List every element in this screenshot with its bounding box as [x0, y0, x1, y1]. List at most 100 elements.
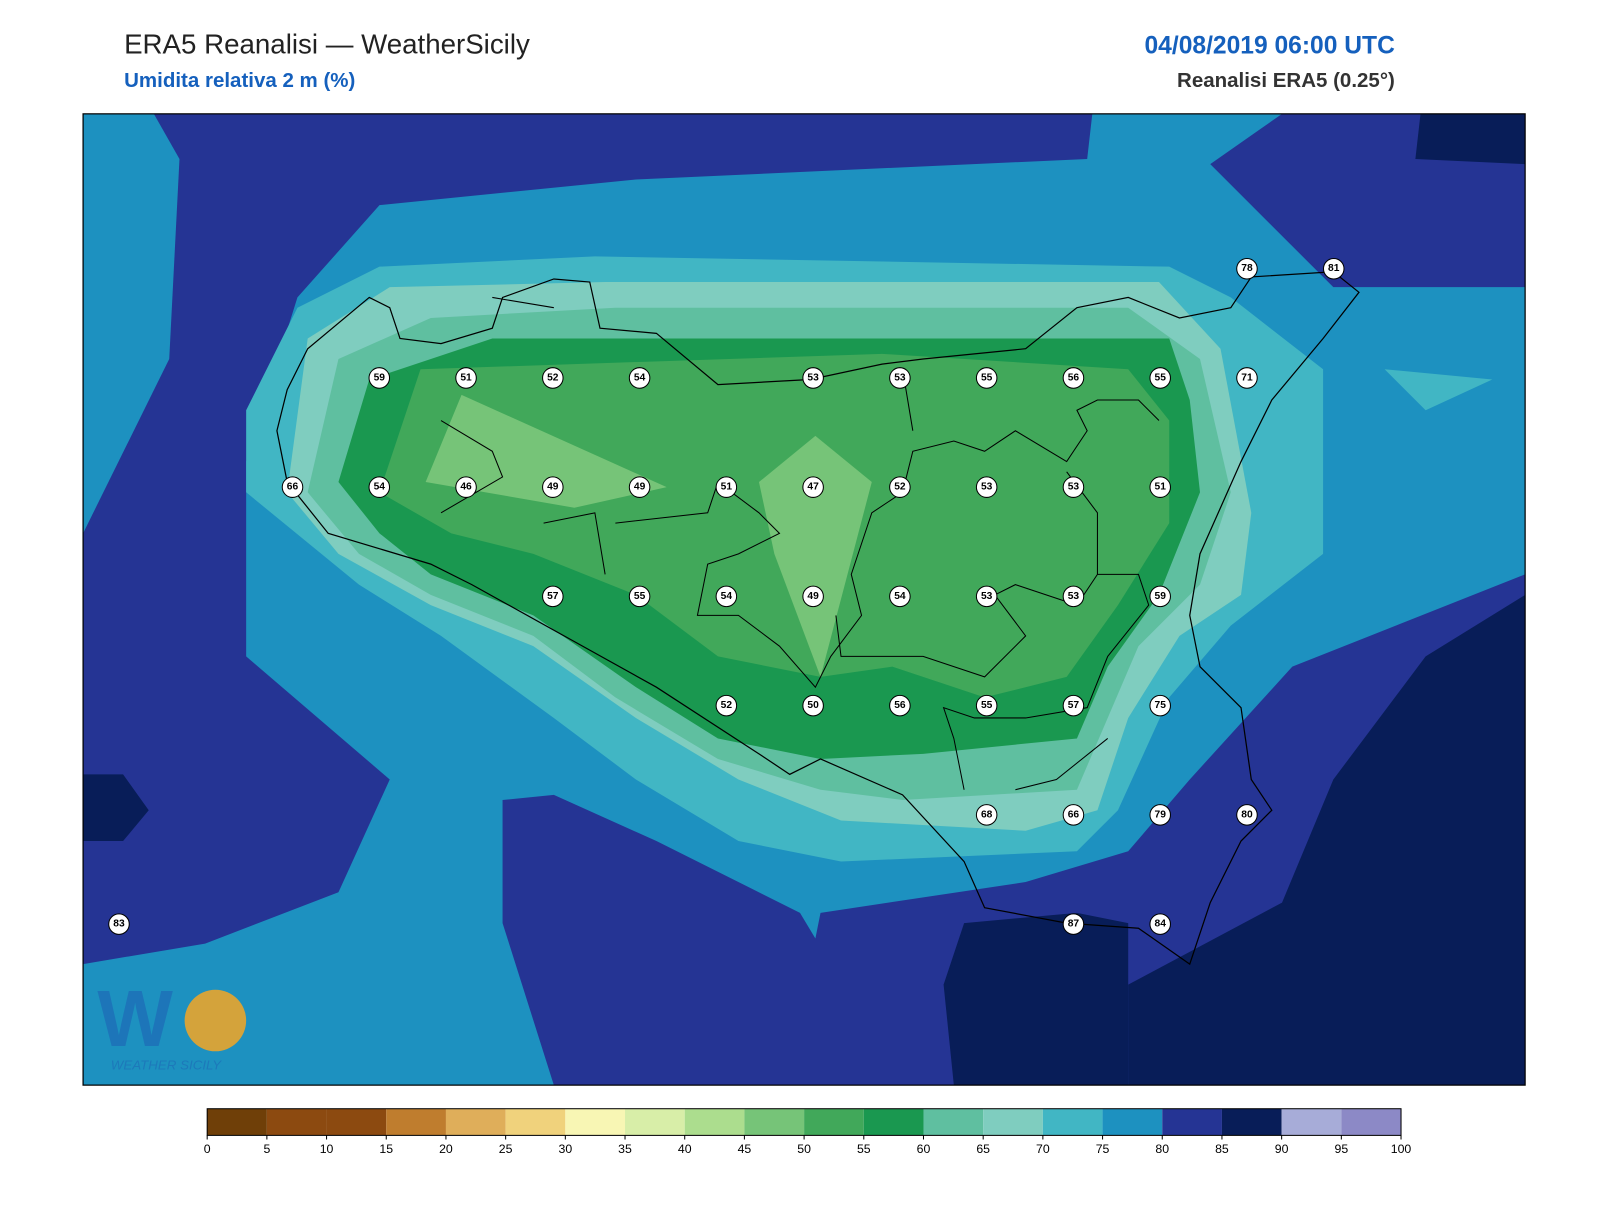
title: ERA5 Reanalisi — WeatherSicily	[124, 28, 530, 59]
station-marker	[1149, 367, 1171, 389]
logo-mark: W	[97, 974, 173, 1063]
station-value: 53	[1068, 591, 1080, 602]
station-marker	[802, 585, 824, 608]
colorbar-bin	[445, 1108, 506, 1136]
station-value: 55	[981, 372, 993, 383]
colorbar-bin	[625, 1108, 685, 1136]
station-marker	[975, 367, 998, 389]
station-marker	[1149, 585, 1171, 608]
station-marker	[1062, 804, 1085, 826]
station-marker	[1062, 913, 1085, 935]
colorbar-tick-label: 40	[678, 1142, 692, 1156]
station-value: 54	[634, 372, 646, 383]
station-marker	[715, 694, 738, 717]
station-marker	[628, 476, 651, 498]
band-70-75	[1384, 369, 1493, 411]
colorbar-bin	[1162, 1108, 1222, 1136]
station-marker	[802, 367, 824, 389]
colorbar-bin	[1102, 1108, 1163, 1136]
colorbar-bin	[983, 1108, 1043, 1136]
station-value: 51	[460, 372, 472, 383]
station-value: 75	[1155, 700, 1167, 711]
station-value: 59	[374, 372, 386, 383]
station-marker	[1236, 257, 1258, 280]
colorbar-tick-label: 85	[1215, 1142, 1229, 1156]
station-value: 51	[1155, 482, 1167, 493]
station-marker	[802, 694, 824, 717]
colorbar-tick-label: 95	[1334, 1142, 1348, 1156]
source: Reanalisi ERA5 (0.25°)	[1177, 69, 1395, 92]
coastline	[276, 271, 1360, 966]
station-value: 84	[1155, 919, 1167, 930]
station-value: 52	[894, 482, 906, 493]
colorbar-tick-label: 0	[204, 1142, 211, 1156]
station-value: 83	[113, 919, 125, 930]
band-75-80	[83, 113, 180, 534]
colorbar-bin	[1281, 1108, 1342, 1136]
station-marker	[889, 694, 911, 717]
station-marker	[975, 476, 998, 498]
stations: 78 81 59 51 52 54 53 53 55 56 55 71 66 54 46 49 49 51 47 52…	[108, 257, 1345, 935]
station-value: 57	[1068, 700, 1080, 711]
band-85-90	[1415, 113, 1526, 165]
station-marker	[1062, 476, 1085, 498]
station-value: 54	[894, 591, 906, 602]
station-marker	[889, 476, 911, 498]
station-value: 59	[1155, 591, 1167, 602]
station-value: 51	[721, 482, 733, 493]
station-marker	[715, 476, 738, 498]
station-value: 54	[374, 482, 386, 493]
station-marker	[802, 476, 824, 498]
colorbar-bin	[386, 1108, 446, 1136]
station-marker	[975, 585, 998, 608]
station-marker	[715, 585, 738, 608]
colorbar-bin	[207, 1108, 267, 1136]
station-value: 53	[981, 591, 993, 602]
station-value: 79	[1155, 809, 1167, 820]
band-45-50	[425, 394, 667, 508]
logo-sun	[184, 989, 247, 1052]
station-value: 78	[1241, 263, 1253, 274]
station-marker	[1149, 476, 1171, 498]
station-marker	[975, 694, 998, 717]
colorbar-tick-label: 90	[1275, 1142, 1289, 1156]
station-value: 87	[1068, 919, 1080, 930]
colorbar-tick-label: 65	[976, 1142, 990, 1156]
colorbar-bin	[804, 1108, 864, 1136]
colorbar-tick-label: 30	[558, 1142, 572, 1156]
station-value: 50	[807, 700, 819, 711]
band-85-90	[1128, 594, 1526, 1086]
station-marker	[628, 367, 651, 389]
station-value: 47	[807, 482, 819, 493]
station-value: 55	[981, 700, 993, 711]
station-marker	[1322, 257, 1345, 280]
colorbar-tick-label: 100	[1391, 1142, 1412, 1156]
station-marker	[628, 585, 651, 608]
band-85-90	[83, 774, 149, 842]
colorbar-tick-label: 55	[857, 1142, 871, 1156]
station-value: 46	[460, 482, 472, 493]
colorbar-bin	[1042, 1108, 1103, 1136]
station-marker	[368, 367, 391, 389]
province-borders	[440, 296, 1160, 791]
station-value: 56	[894, 700, 906, 711]
station-marker	[455, 476, 477, 498]
colorbar-tick-label: 20	[439, 1142, 453, 1156]
logo-text: WEATHER SICILY	[111, 1058, 222, 1073]
station-marker	[281, 476, 304, 498]
colorbar-tick-label: 35	[618, 1142, 632, 1156]
station-value: 66	[1068, 809, 1080, 820]
colorbar-bin	[863, 1108, 924, 1136]
band-85-90	[943, 912, 1129, 1086]
station-value: 55	[1155, 372, 1167, 383]
station-marker	[455, 367, 477, 389]
colorbar-bin	[266, 1108, 327, 1136]
colorbar-bin	[1221, 1108, 1282, 1136]
colorbar-tick-label: 5	[263, 1142, 270, 1156]
station-marker	[542, 476, 564, 498]
station-marker	[1062, 694, 1085, 717]
colorbar-bin	[505, 1108, 566, 1136]
station-value: 80	[1241, 809, 1253, 820]
station-value: 68	[981, 809, 993, 820]
